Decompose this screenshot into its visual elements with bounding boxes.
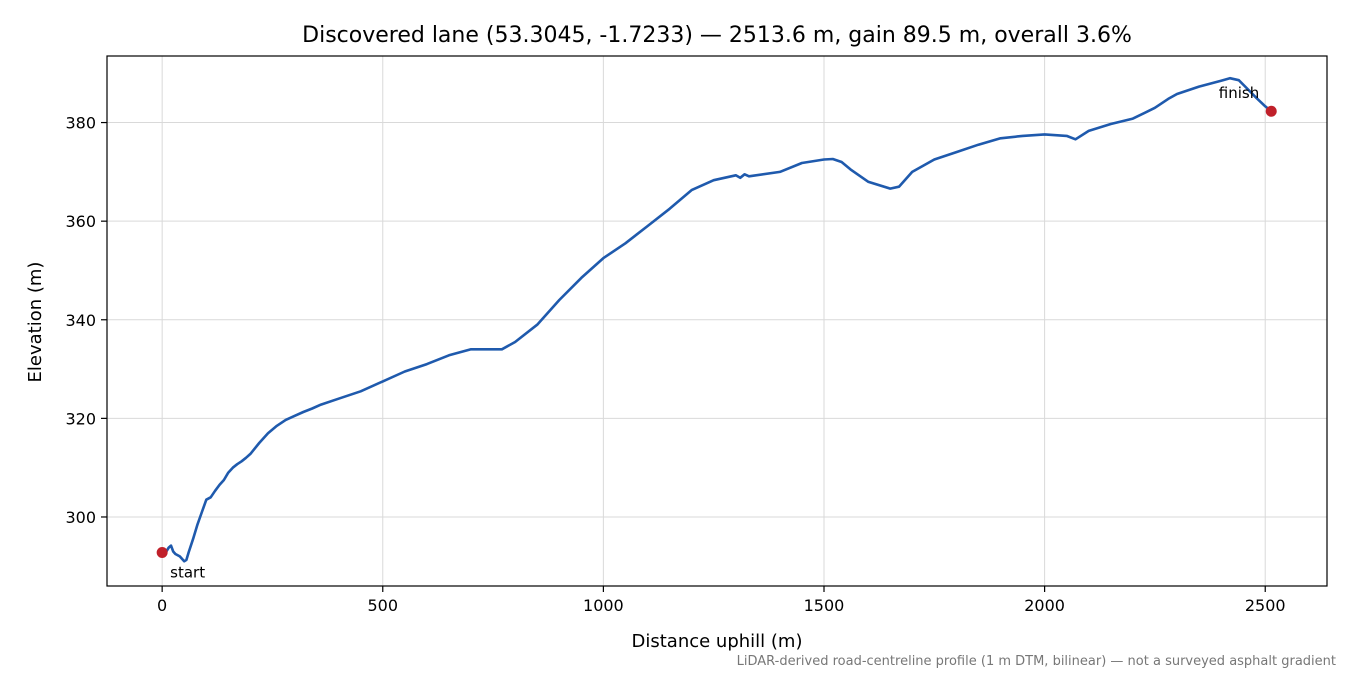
x-tick-label: 2000 — [1024, 596, 1065, 615]
finish-label: finish — [1219, 84, 1259, 102]
x-tick-label: 1000 — [583, 596, 624, 615]
plot-frame — [106, 55, 1328, 587]
y-tick-label: 320 — [65, 409, 96, 428]
grid-lines — [107, 56, 1327, 586]
axis-ticks: 0 500 1000 1500 2000 2500 300 320 340 360 380 — [65, 114, 1285, 615]
y-tick-label: 360 — [65, 212, 96, 231]
x-tick-label: 2500 — [1245, 596, 1286, 615]
footnote: LiDAR-derived road-centreline profile (1… — [737, 654, 1336, 669]
x-axis-label: Distance uphill (m) — [632, 631, 803, 652]
elevation-line — [160, 76, 1273, 563]
x-tick-label: 0 — [157, 596, 167, 615]
y-tick-label: 380 — [65, 114, 96, 133]
start-label: start — [170, 563, 205, 581]
finish-marker — [1265, 105, 1277, 117]
x-tick-label: 500 — [367, 596, 398, 615]
y-tick-label: 340 — [65, 311, 96, 330]
x-tick-label: 1500 — [804, 596, 845, 615]
y-tick-label: 300 — [65, 508, 96, 527]
chart-title: Discovered lane (53.3045, -1.7233) — 251… — [302, 23, 1132, 48]
start-marker — [156, 546, 168, 558]
y-axis-label: Elevation (m) — [25, 262, 46, 383]
endpoint-markers: start finish — [156, 84, 1277, 581]
